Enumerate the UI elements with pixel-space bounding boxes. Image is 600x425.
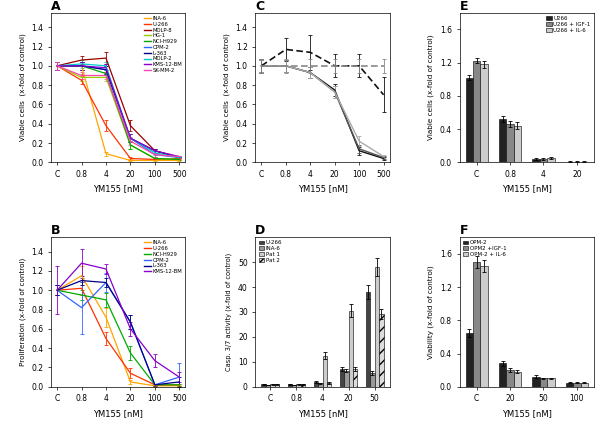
Bar: [275, 384, 279, 387]
X-axis label: YM155 [nM]: YM155 [nM]: [502, 184, 552, 193]
Text: B: B: [51, 224, 61, 237]
Bar: [514, 372, 521, 387]
Bar: [566, 382, 573, 387]
Y-axis label: Casp. 3/7 activity (x-fold of control): Casp. 3/7 activity (x-fold of control): [226, 253, 232, 371]
Bar: [270, 384, 275, 387]
Text: D: D: [255, 224, 266, 237]
Text: C: C: [255, 0, 265, 13]
X-axis label: YM155 [nM]: YM155 [nM]: [93, 409, 143, 418]
Bar: [540, 159, 547, 162]
Bar: [314, 382, 318, 387]
Bar: [301, 384, 305, 387]
Bar: [499, 119, 506, 162]
Bar: [473, 262, 481, 387]
Bar: [481, 266, 488, 387]
Legend: OPM-2, OPM2 +IGF-1, OPM-2 + IL-6: OPM-2, OPM2 +IGF-1, OPM-2 + IL-6: [463, 240, 508, 258]
Bar: [466, 78, 473, 162]
Bar: [532, 377, 540, 387]
Bar: [506, 370, 514, 387]
Legend: INA-6, U-266, NCI-H929, OPM-2, L-363, KMS-12-BM: INA-6, U-266, NCI-H929, OPM-2, L-363, KM…: [143, 240, 183, 275]
Bar: [506, 124, 514, 162]
Bar: [370, 373, 375, 387]
Bar: [349, 311, 353, 387]
Bar: [514, 126, 521, 162]
Legend: INA-6, U-266, MOLP-8, HG-1, NCI-H929, OPM-2, L-363, MOLP-2, KMS-12-BM, SK-MM-2: INA-6, U-266, MOLP-8, HG-1, NCI-H929, OP…: [143, 15, 183, 74]
X-axis label: YM155 [nM]: YM155 [nM]: [502, 409, 552, 418]
Text: E: E: [460, 0, 468, 13]
Bar: [481, 64, 488, 162]
Bar: [540, 378, 547, 387]
Legend: U266, U266 + IGF-1, U266 + IL-6: U266, U266 + IGF-1, U266 + IL-6: [545, 16, 591, 33]
Y-axis label: Viable cells  (x-fold of control): Viable cells (x-fold of control): [223, 34, 230, 142]
Bar: [379, 314, 383, 387]
Legend: U-266, INA-6, Pat 1, Pat 2: U-266, INA-6, Pat 1, Pat 2: [258, 240, 283, 264]
Bar: [581, 382, 588, 387]
Bar: [344, 371, 349, 387]
X-axis label: YM155 [nM]: YM155 [nM]: [298, 184, 347, 193]
Bar: [532, 159, 540, 162]
Bar: [573, 382, 581, 387]
Bar: [375, 267, 379, 387]
Y-axis label: Viable cells  (x-fold of control): Viable cells (x-fold of control): [19, 34, 26, 142]
Text: A: A: [51, 0, 61, 13]
Y-axis label: Viable cells (x-fold of control): Viable cells (x-fold of control): [428, 35, 434, 140]
Bar: [292, 385, 296, 387]
X-axis label: YM155 [nM]: YM155 [nM]: [93, 184, 143, 193]
Bar: [466, 333, 473, 387]
Bar: [547, 158, 554, 162]
Bar: [353, 369, 358, 387]
X-axis label: YM155 [nM]: YM155 [nM]: [298, 409, 347, 418]
Y-axis label: Viability (x-fold of control): Viability (x-fold of control): [428, 265, 434, 359]
Bar: [296, 384, 301, 387]
Bar: [323, 356, 327, 387]
Text: F: F: [460, 224, 468, 237]
Bar: [366, 292, 370, 387]
Bar: [499, 363, 506, 387]
Bar: [340, 369, 344, 387]
Bar: [287, 384, 292, 387]
Bar: [547, 378, 554, 387]
Bar: [262, 384, 266, 387]
Bar: [266, 385, 270, 387]
Bar: [327, 383, 331, 387]
Bar: [318, 383, 323, 387]
Bar: [473, 61, 481, 162]
Y-axis label: Proliferation (x-fold of control): Proliferation (x-fold of control): [19, 258, 26, 366]
